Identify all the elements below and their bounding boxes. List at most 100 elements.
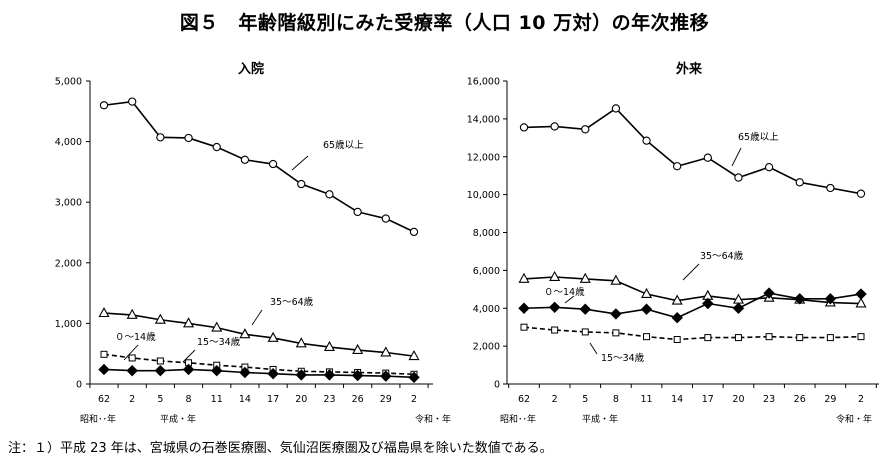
series-line (523, 276, 862, 305)
data-point (99, 101, 109, 110)
series-square: 15～34歳 (520, 323, 865, 364)
y-tick-label: 0 (494, 380, 500, 391)
data-point (381, 214, 390, 223)
data-point (734, 173, 743, 182)
x-tick-label: 17 (267, 394, 279, 405)
y-tick-label: 2,000 (473, 342, 500, 353)
data-point (702, 297, 714, 310)
series-diamond: ０～14歳 (98, 331, 420, 384)
data-point (610, 308, 622, 320)
x-tick-label: 11 (211, 394, 223, 405)
data-point (856, 189, 866, 198)
data-point (764, 163, 774, 172)
series-label: 35～64歳 (700, 250, 744, 262)
data-point (673, 162, 682, 171)
series-leader-line (682, 263, 700, 281)
era-label: 平成・年 (582, 413, 618, 425)
series-leader-line (731, 147, 742, 167)
x-tick-label: 62 (518, 394, 530, 405)
data-point (380, 346, 392, 357)
series-label: 65歳以上 (323, 139, 364, 151)
y-tick-label: 14,000 (467, 114, 500, 125)
series-line (103, 312, 415, 357)
data-point (795, 178, 804, 187)
data-point (671, 312, 683, 324)
data-point (550, 122, 559, 131)
series-circle: 65歳以上 (99, 97, 419, 237)
series-leader-line (291, 155, 309, 171)
data-point (673, 335, 681, 343)
data-point (323, 369, 336, 381)
x-tick-label: 8 (186, 394, 192, 405)
data-point (611, 104, 621, 113)
data-point (855, 297, 867, 308)
data-point (295, 337, 307, 348)
data-point (704, 334, 712, 342)
era-label: 昭和･･年 (80, 413, 116, 425)
data-point (518, 272, 530, 283)
chart-title: 外来 (675, 61, 703, 77)
series-label: 15～34歳 (197, 336, 241, 348)
data-point (128, 354, 136, 362)
outpatient-chart: 外来 0 2,000 4,000 6,000 8,000 10,000 12,000 14,00… (467, 61, 879, 425)
data-point (579, 272, 591, 283)
series-leader-line (564, 295, 575, 304)
data-point (642, 136, 651, 145)
x-tick-label: 2 (552, 394, 558, 405)
data-point (703, 153, 712, 162)
era-label: 令和・年 (415, 413, 451, 425)
x-tick-label: 2 (858, 394, 864, 405)
data-point (826, 183, 835, 193)
series-leader-line (182, 349, 196, 363)
data-point (520, 323, 528, 331)
series-leader-line (589, 342, 598, 355)
data-point (408, 349, 420, 361)
series-line (103, 100, 415, 233)
series-leader-line (123, 344, 139, 361)
series-line (523, 107, 862, 195)
data-point (671, 294, 683, 305)
data-point (826, 334, 834, 342)
x-tick-label: 29 (824, 394, 836, 405)
series-triangle: 35～64歳 (98, 296, 420, 361)
inpatient-chart: 入院 0 1,000 2,000 3,000 4,000 5,000 62 2 5 8 11 14 17 2… (55, 61, 451, 425)
data-point (239, 328, 251, 339)
data-point (297, 179, 306, 189)
data-point (763, 287, 775, 299)
data-point (211, 321, 223, 332)
series-diamond: ０～14歳 (518, 286, 867, 324)
data-point (352, 343, 364, 355)
y-tick-label: 10,000 (467, 190, 500, 201)
data-point (551, 326, 559, 334)
data-point (239, 366, 251, 379)
data-point (154, 364, 167, 377)
data-point (824, 293, 837, 305)
series-label: 35～64歳 (270, 296, 314, 308)
data-point (640, 303, 653, 315)
data-point (212, 142, 221, 152)
y-tick-label: 8,000 (473, 228, 500, 239)
data-point (581, 125, 590, 134)
data-point (732, 302, 745, 314)
series-circle: 65歳以上 (519, 104, 866, 198)
data-point (126, 364, 138, 377)
y-tick-label: 12,000 (467, 152, 500, 163)
chart-title: 入院 (238, 61, 264, 77)
series-label: ０～14歳 (115, 331, 156, 343)
x-tick-label: 5 (157, 394, 163, 405)
data-point (183, 317, 195, 328)
data-point (100, 350, 108, 358)
data-point (128, 97, 137, 106)
data-point (267, 331, 279, 342)
data-point (268, 159, 278, 169)
data-point (518, 302, 530, 314)
data-point (182, 363, 195, 376)
series-label: ０～14歳 (544, 286, 585, 298)
y-tick-label: 2,000 (55, 258, 82, 269)
data-point (734, 334, 742, 342)
series-label: 15～34歳 (601, 352, 645, 364)
data-point (267, 367, 279, 380)
series-line (103, 353, 415, 376)
data-point (581, 328, 589, 336)
x-tick-label: 26 (794, 394, 806, 405)
